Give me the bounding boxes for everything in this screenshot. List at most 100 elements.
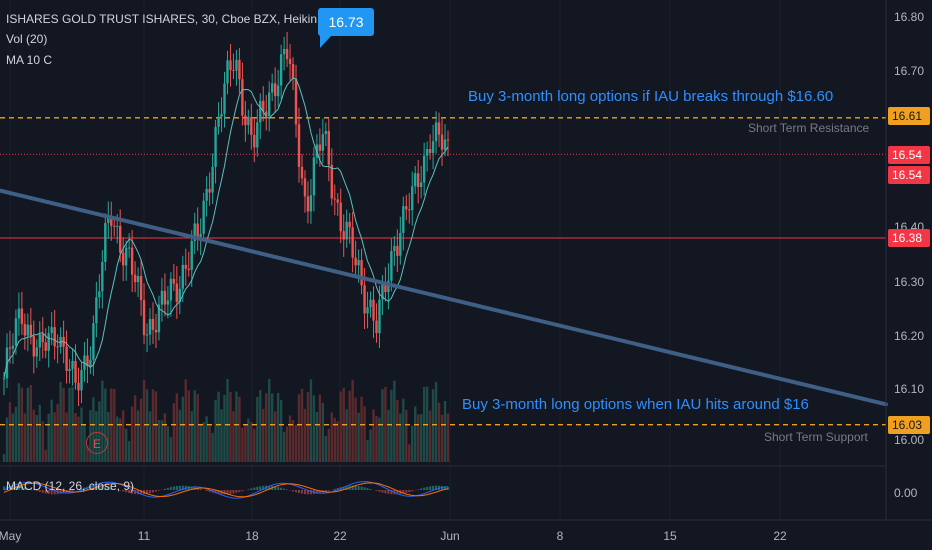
macd-histogram-bar — [253, 487, 256, 490]
candle-body — [300, 166, 304, 179]
volume-bar — [419, 414, 423, 462]
price-axis-tick: 16.30 — [894, 275, 924, 289]
macd-histogram-bar — [423, 487, 426, 490]
macd-histogram-bar — [390, 490, 393, 495]
volume-bar — [127, 441, 131, 462]
volume-bar — [396, 399, 399, 462]
ma-legend[interactable]: MA 10 C — [6, 53, 53, 67]
volume-bar — [229, 391, 232, 462]
candle-body — [273, 83, 277, 97]
volume-bar — [29, 384, 33, 462]
candle-body — [396, 245, 399, 256]
macd-histogram-bar — [345, 486, 348, 490]
time-axis-tick: 11 — [138, 529, 151, 543]
volume-bar — [178, 409, 182, 462]
grid — [9, 0, 781, 520]
volume-bar — [431, 389, 435, 462]
volume-bar — [279, 399, 283, 462]
resistance-label: Short Term Resistance — [748, 121, 870, 135]
time-axis-tick: 8 — [557, 529, 564, 543]
candle-body — [303, 178, 307, 197]
candle-body — [288, 59, 292, 65]
volume-bar — [354, 397, 357, 462]
candle-body — [89, 359, 92, 367]
candle-body — [253, 134, 256, 148]
volume-bar — [107, 411, 110, 462]
price-tag-last: 16.54 — [888, 146, 930, 164]
macd-histogram-bar — [402, 490, 405, 494]
macd-legend[interactable]: MACD (12, 26, close, 9) — [6, 479, 135, 493]
candle-body — [270, 83, 274, 93]
candle-body — [199, 233, 202, 239]
macd-histogram-bar — [62, 490, 65, 494]
candle-body — [440, 134, 444, 150]
candle-body — [136, 275, 140, 283]
candle-body — [214, 126, 217, 167]
volume-bar — [300, 388, 304, 462]
candle-body — [360, 260, 363, 286]
volume-bar — [443, 400, 447, 462]
volume-bar — [405, 409, 408, 462]
volume-bar — [247, 418, 250, 462]
volume-bar — [148, 411, 152, 462]
macd-histogram-bar — [20, 486, 23, 490]
volume-bars — [2, 379, 450, 462]
volume-bar — [59, 381, 62, 462]
macd-histogram-bar — [178, 485, 181, 490]
candle-body — [393, 245, 396, 251]
candle-body — [318, 144, 322, 151]
volume-bar — [303, 409, 307, 462]
candle-body — [44, 342, 47, 351]
trendline[interactable] — [0, 188, 888, 407]
candle-body — [71, 360, 74, 369]
macd-histogram-bar — [363, 487, 366, 490]
macd-histogram-bar — [381, 490, 384, 493]
candle-body — [336, 199, 339, 203]
volume-bar — [157, 420, 161, 462]
volume-bar — [333, 417, 336, 462]
volume-bar — [214, 400, 217, 462]
macd-histogram-bar — [378, 490, 381, 492]
candle-body — [226, 60, 229, 84]
candle-body — [381, 282, 384, 300]
candle-body — [154, 329, 158, 333]
volume-bar — [92, 397, 95, 462]
candle-body — [205, 189, 208, 201]
candle-body — [110, 217, 113, 226]
candle-body — [408, 209, 411, 211]
macd-axis-tick: 0.00 — [894, 486, 918, 500]
volume-legend[interactable]: Vol (20) — [6, 32, 48, 46]
candle-body — [241, 79, 244, 116]
candle-body — [101, 261, 104, 292]
candle-body — [74, 360, 77, 383]
candle-body — [387, 280, 390, 293]
candle-body — [265, 111, 268, 117]
macd-histogram-bar — [432, 485, 435, 490]
chart-title[interactable]: ISHARES GOLD TRUST ISHARES, 30, Cboe BZX… — [6, 12, 344, 26]
macd-histogram-bar — [247, 489, 250, 490]
volume-bar — [366, 440, 369, 462]
volume-bar — [369, 429, 372, 462]
volume-bar — [133, 395, 137, 462]
time-axis[interactable]: May 11 18 22 Jun 8 15 22 — [0, 529, 787, 543]
candle-body — [399, 232, 402, 256]
candle-body — [151, 318, 155, 330]
earnings-marker[interactable]: E — [86, 432, 108, 454]
candle-body — [276, 85, 280, 97]
macd-histogram-bar — [14, 485, 17, 490]
volume-bar — [446, 413, 450, 462]
volume-bar — [312, 395, 316, 462]
macd-histogram-bar — [280, 487, 283, 490]
candle-body — [17, 308, 21, 319]
macd-histogram-bar — [396, 490, 399, 495]
candle-body — [208, 189, 211, 193]
price-axis-tick: 16.00 — [894, 433, 924, 447]
candle-body — [35, 347, 38, 357]
macd-histogram-bar — [250, 488, 253, 490]
candle-body — [124, 247, 128, 266]
candle-body — [116, 225, 119, 227]
macd-pane — [3, 481, 449, 499]
volume-bar — [193, 390, 196, 462]
